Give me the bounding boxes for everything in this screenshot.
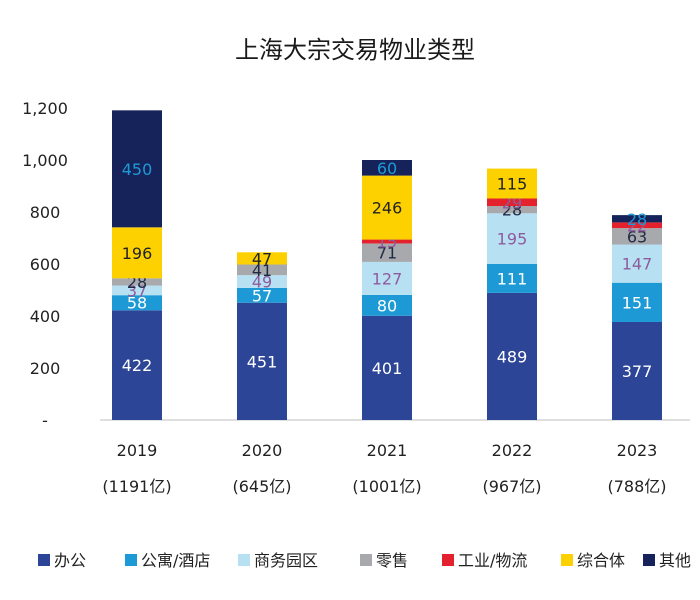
x-sublabel: (967亿) — [482, 477, 541, 496]
data-label: 71 — [377, 244, 397, 263]
bar-segment — [112, 285, 162, 296]
legend-swatch — [360, 554, 372, 566]
legend-swatch — [442, 554, 454, 566]
data-label: 28 — [627, 210, 647, 229]
y-tick-label: 1,200 — [22, 99, 68, 118]
legend-label: 工业/物流 — [458, 551, 527, 570]
x-tick-label: 2022 — [492, 441, 533, 460]
data-label: 80 — [377, 296, 397, 315]
data-label: 49 — [252, 273, 272, 292]
legend-label: 办公 — [54, 551, 86, 570]
bar-segment — [362, 160, 412, 176]
bar-segment — [612, 215, 662, 223]
bar-segment — [362, 261, 412, 295]
data-label: 196 — [122, 244, 153, 263]
legend-swatch — [238, 554, 250, 566]
data-label: 57 — [252, 286, 272, 305]
data-label: 58 — [127, 294, 147, 313]
data-label: 377 — [622, 362, 653, 381]
data-label: 115 — [497, 175, 528, 194]
bar-segment — [612, 244, 662, 283]
legend-label: 综合体 — [577, 551, 625, 570]
data-label: 401 — [372, 359, 403, 378]
data-label: 151 — [622, 293, 653, 312]
data-label: 37 — [127, 281, 147, 300]
x-sublabel: (788亿) — [607, 477, 666, 496]
y-tick-label: 200 — [30, 359, 61, 378]
legend-label: 公寓/酒店 — [141, 551, 210, 570]
data-label: 450 — [122, 160, 153, 179]
bar-segment — [112, 295, 162, 311]
data-label: 147 — [622, 255, 653, 274]
bar-segment — [362, 243, 412, 262]
bar-segment — [237, 302, 287, 420]
bar-segment — [487, 198, 537, 207]
x-sublabel: (1191亿) — [102, 477, 171, 496]
data-label: 41 — [252, 261, 272, 280]
bar-segment — [362, 315, 412, 420]
legend-swatch — [125, 554, 137, 566]
bar-segment — [362, 239, 412, 244]
bar-segment — [487, 292, 537, 420]
x-sublabel: (1001亿) — [352, 477, 421, 496]
bar-segment — [612, 321, 662, 420]
chart-title: 上海大宗交易物业类型 — [235, 36, 475, 64]
data-label: 47 — [252, 249, 272, 268]
legend: 办公 公寓/酒店 商务园区 零售 工业/物流 综合体 其他 — [38, 551, 691, 570]
bar-segment — [237, 275, 287, 288]
bar-segment — [612, 222, 662, 229]
legend-swatch — [643, 554, 655, 566]
y-tick-label: 400 — [30, 307, 61, 326]
bar-segment — [362, 175, 412, 240]
data-label: 422 — [122, 356, 153, 375]
x-sublabel: (645亿) — [232, 477, 291, 496]
bar-segment — [237, 287, 287, 303]
data-label: 111 — [497, 269, 528, 288]
data-label: 60 — [377, 159, 397, 178]
bar-segment — [612, 282, 662, 322]
bar-segment — [487, 206, 537, 214]
data-label: 63 — [627, 227, 647, 246]
bar-segment — [237, 264, 287, 276]
data-label: 246 — [372, 199, 403, 218]
y-tick-label: 800 — [30, 203, 61, 222]
y-axis: - 200 400 600 800 1,000 1,200 — [22, 99, 68, 430]
legend-label: 零售 — [376, 551, 408, 570]
x-tick-label: 2019 — [117, 441, 158, 460]
bar-segment — [237, 252, 287, 265]
legend-label: 其他 — [659, 551, 691, 570]
bar-segment — [487, 264, 537, 293]
data-label: 451 — [247, 352, 278, 371]
bar-segment — [112, 110, 162, 228]
bars: 4225837281964504515749414740180127711524… — [112, 110, 662, 420]
legend-swatch — [38, 554, 50, 566]
y-tick-label: - — [42, 411, 48, 430]
y-tick-label: 600 — [30, 255, 61, 274]
x-tick-label: 2023 — [617, 441, 658, 460]
bar-segment — [612, 228, 662, 245]
bar-segment — [487, 168, 537, 199]
legend-swatch — [561, 554, 573, 566]
legend-label: 商务园区 — [254, 551, 318, 570]
x-tick-label: 2021 — [367, 441, 408, 460]
bar-segment — [112, 227, 162, 279]
x-tick-label: 2020 — [242, 441, 283, 460]
bar-segment — [362, 294, 412, 316]
bar-segment — [112, 278, 162, 286]
data-label: 195 — [497, 230, 528, 249]
bar-segment — [487, 213, 537, 264]
x-axis: 2019 (1191亿) 2020 (645亿) 2021 (1001亿) 2022 (967… — [102, 441, 666, 496]
data-label: 127 — [372, 269, 403, 288]
bar-segment — [112, 310, 162, 420]
y-tick-label: 1,000 — [22, 151, 68, 170]
data-label: 489 — [497, 347, 528, 366]
